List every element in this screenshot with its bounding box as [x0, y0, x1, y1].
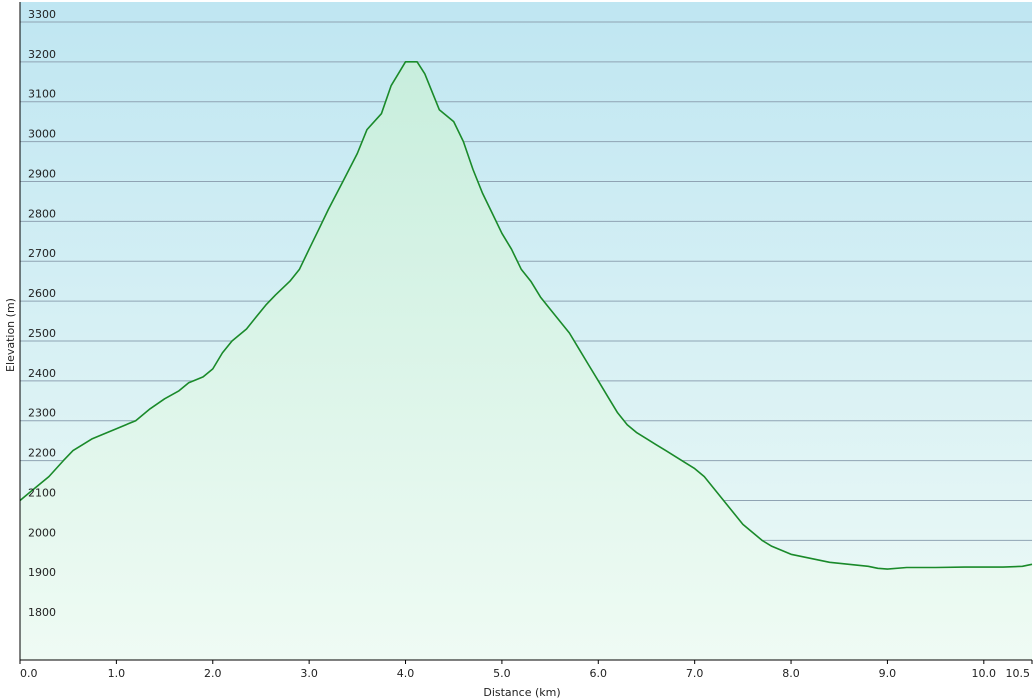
y-tick-label: 3100 [28, 88, 56, 101]
y-tick-label: 2500 [28, 327, 56, 340]
y-axis-ticks: 1800 1900 2000 2100 2200 2300 2400 2500 2600 2700… [28, 8, 56, 619]
x-tick-label: 2.0 [204, 667, 222, 680]
y-tick-label: 2800 [28, 207, 56, 220]
x-tick-label: 8.0 [782, 667, 800, 680]
x-tick-label: 4.0 [397, 667, 415, 680]
y-tick-label: 3200 [28, 48, 56, 61]
y-axis-title: Elevation (m) [4, 298, 17, 372]
y-tick-label: 2900 [28, 167, 56, 180]
y-tick-label: 2300 [28, 407, 56, 420]
y-tick-label: 1800 [28, 606, 56, 619]
x-tick-label: 10.0 [972, 667, 997, 680]
y-tick-label: 2200 [28, 447, 56, 460]
x-tick-label: 6.0 [590, 667, 608, 680]
y-tick-label: 2100 [28, 486, 56, 499]
y-tick-label: 3000 [28, 128, 56, 141]
x-axis-ticks: 0.0 1.0 2.0 3.0 4.0 5.0 6.0 7.0 8.0 9.0 10.0 10.5 [19, 660, 1033, 680]
y-tick-label: 2700 [28, 247, 56, 260]
elevation-line [19, 61, 1033, 570]
x-tick-label: 7.0 [686, 667, 704, 680]
y-tick-label: 2000 [28, 526, 56, 539]
y-tick-label: 3300 [28, 8, 56, 21]
x-tick-label: 3.0 [300, 667, 318, 680]
x-tick-label: 9.0 [879, 667, 897, 680]
x-tick-label: 1.0 [108, 667, 126, 680]
elevation-area-fill [20, 61, 1032, 661]
x-tick-label: 10.5 [1006, 667, 1031, 680]
y-tick-label: 2600 [28, 287, 56, 300]
y-tick-label: 2400 [28, 367, 56, 380]
x-tick-label: 5.0 [493, 667, 511, 680]
y-tick-label: 1900 [28, 566, 56, 579]
x-tick-label: 0.0 [20, 667, 38, 680]
x-axis-title: Distance (km) [483, 686, 560, 699]
